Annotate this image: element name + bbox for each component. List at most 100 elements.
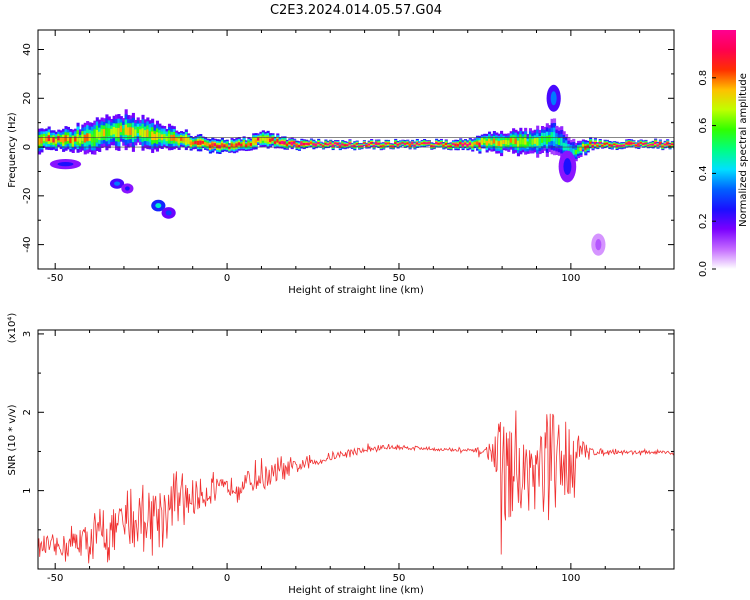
- spectrogram-cell: [256, 137, 261, 141]
- spectrogram-cell: [567, 147, 571, 155]
- spectrogram-cell: [273, 141, 277, 145]
- spectrogram-cell: [589, 141, 593, 145]
- spectrogram-cell: [560, 137, 564, 146]
- spectrogram-cell: [47, 135, 51, 142]
- spectrogram-cell: [64, 135, 68, 142]
- x-tick-label: 100: [561, 573, 580, 584]
- spectrogram-cell: [122, 128, 126, 136]
- spectrogram-cell: [305, 142, 309, 145]
- snr-series-line: [38, 410, 674, 564]
- spectrogram-cell: [331, 144, 335, 147]
- spectrogram-cell: [658, 142, 662, 145]
- spectrogram-cell: [603, 142, 607, 145]
- spectrogram-cell: [377, 142, 381, 145]
- spectrogram-cell: [360, 145, 364, 147]
- spectrogram-cell: [254, 139, 258, 144]
- spectrogram-cell: [148, 131, 152, 139]
- spectrogram-cell: [642, 143, 646, 145]
- spectrogram-cell: [478, 142, 482, 147]
- spectrogram-cell: [124, 124, 128, 135]
- spectrogram-cell: [461, 143, 465, 147]
- spectrogram-cell: [141, 128, 145, 138]
- spectrogram-cell: [333, 142, 338, 144]
- spectrogram-cell: [297, 144, 301, 148]
- spectrogram-cell: [485, 140, 489, 146]
- spectrogram-cell: [196, 140, 200, 145]
- spectrogram-cell: [538, 139, 542, 146]
- spectrogram-blob-core: [595, 239, 602, 251]
- spectrogram-cell: [425, 142, 429, 145]
- spectrogram-cell: [189, 141, 193, 146]
- spectrogram-cell: [584, 145, 588, 150]
- spectrogram-cell: [249, 142, 253, 146]
- spectrogram-cell: [100, 128, 104, 137]
- spectrogram-cell: [497, 141, 501, 147]
- colorbar-gradient: [712, 30, 736, 269]
- snr-frame: [37, 329, 675, 570]
- spectrogram-cell: [90, 134, 95, 143]
- spectrogram-cell: [398, 142, 403, 145]
- spectrogram-cell: [480, 139, 484, 144]
- colorbar-tick-label: 0.2: [698, 213, 709, 229]
- spectrogram-cell: [117, 127, 121, 138]
- spectrogram-cell: [240, 143, 244, 147]
- spectrogram-cell: [439, 142, 443, 145]
- spectrogram-cell: [353, 144, 357, 147]
- spectrogram-cell: [199, 140, 203, 145]
- spectrogram-cell: [540, 136, 545, 143]
- spectrogram-cell: [276, 138, 280, 143]
- spectrogram-x-ticks: -50 0 50 100: [47, 30, 675, 284]
- spectrogram-cell: [302, 142, 306, 146]
- spectrogram-cell: [601, 144, 605, 147]
- spectrogram-cell: [411, 142, 415, 144]
- y-tick-label: 40: [22, 43, 33, 56]
- spectrogram-cell: [483, 139, 487, 143]
- spectrogram-cell: [312, 143, 316, 146]
- spectrogram-cell: [165, 136, 169, 142]
- spectrogram-cell: [134, 129, 138, 136]
- spectrogram-cell: [473, 141, 477, 145]
- y-tick-label: -40: [22, 236, 33, 252]
- spectrogram-cell: [581, 144, 585, 148]
- spectrogram-cell: [596, 144, 600, 147]
- spectrogram-cell: [456, 143, 460, 147]
- spectrogram-cell: [127, 127, 131, 136]
- spectrogram-cell: [50, 137, 54, 143]
- spectrogram-cell: [131, 127, 135, 138]
- spectrogram-cell: [38, 138, 42, 145]
- spectrogram-cell: [232, 144, 237, 148]
- spectrogram-cell: [629, 142, 634, 145]
- spectrogram-cell: [459, 141, 463, 145]
- spectrogram-cell: [670, 143, 674, 146]
- spectrogram-cell: [379, 145, 383, 148]
- spectrogram-cell: [83, 134, 87, 143]
- x-tick-label: 0: [224, 273, 230, 284]
- spectrogram-cell: [413, 144, 417, 147]
- spectrogram-cell: [105, 127, 109, 137]
- spectrogram-cell: [326, 143, 330, 146]
- spectrogram-cell: [507, 140, 511, 145]
- spectrogram-cell: [290, 142, 294, 145]
- spectrogram-cell: [572, 148, 576, 156]
- spectrogram-cell: [512, 137, 516, 145]
- spectrogram-blob-core: [124, 186, 130, 191]
- spectrogram-cell: [593, 141, 597, 145]
- spectrogram-cell: [362, 142, 366, 144]
- spectrogram-blob-core: [114, 181, 121, 186]
- spectrogram-panel: -50 0 50 100 -40 -20 0 20 40 Height of straight…: [7, 29, 675, 296]
- spectrogram-cell: [552, 132, 557, 142]
- spectrogram-cell: [192, 141, 196, 145]
- spectrogram-cell: [230, 143, 234, 148]
- spectrogram-cell: [396, 143, 400, 146]
- spectrogram-cell: [324, 142, 328, 145]
- spectrogram-cell: [639, 142, 643, 144]
- spectrogram-cell: [420, 142, 424, 145]
- spectrogram-cell: [98, 131, 102, 140]
- spectrogram-cell: [661, 145, 665, 148]
- spectrogram-cell: [625, 142, 629, 145]
- spectrogram-cell: [591, 144, 595, 148]
- spectrogram-cell: [668, 145, 672, 147]
- spectrogram-cell: [223, 144, 227, 148]
- spectrogram-cell: [569, 147, 573, 153]
- spectrogram-cell: [454, 143, 458, 147]
